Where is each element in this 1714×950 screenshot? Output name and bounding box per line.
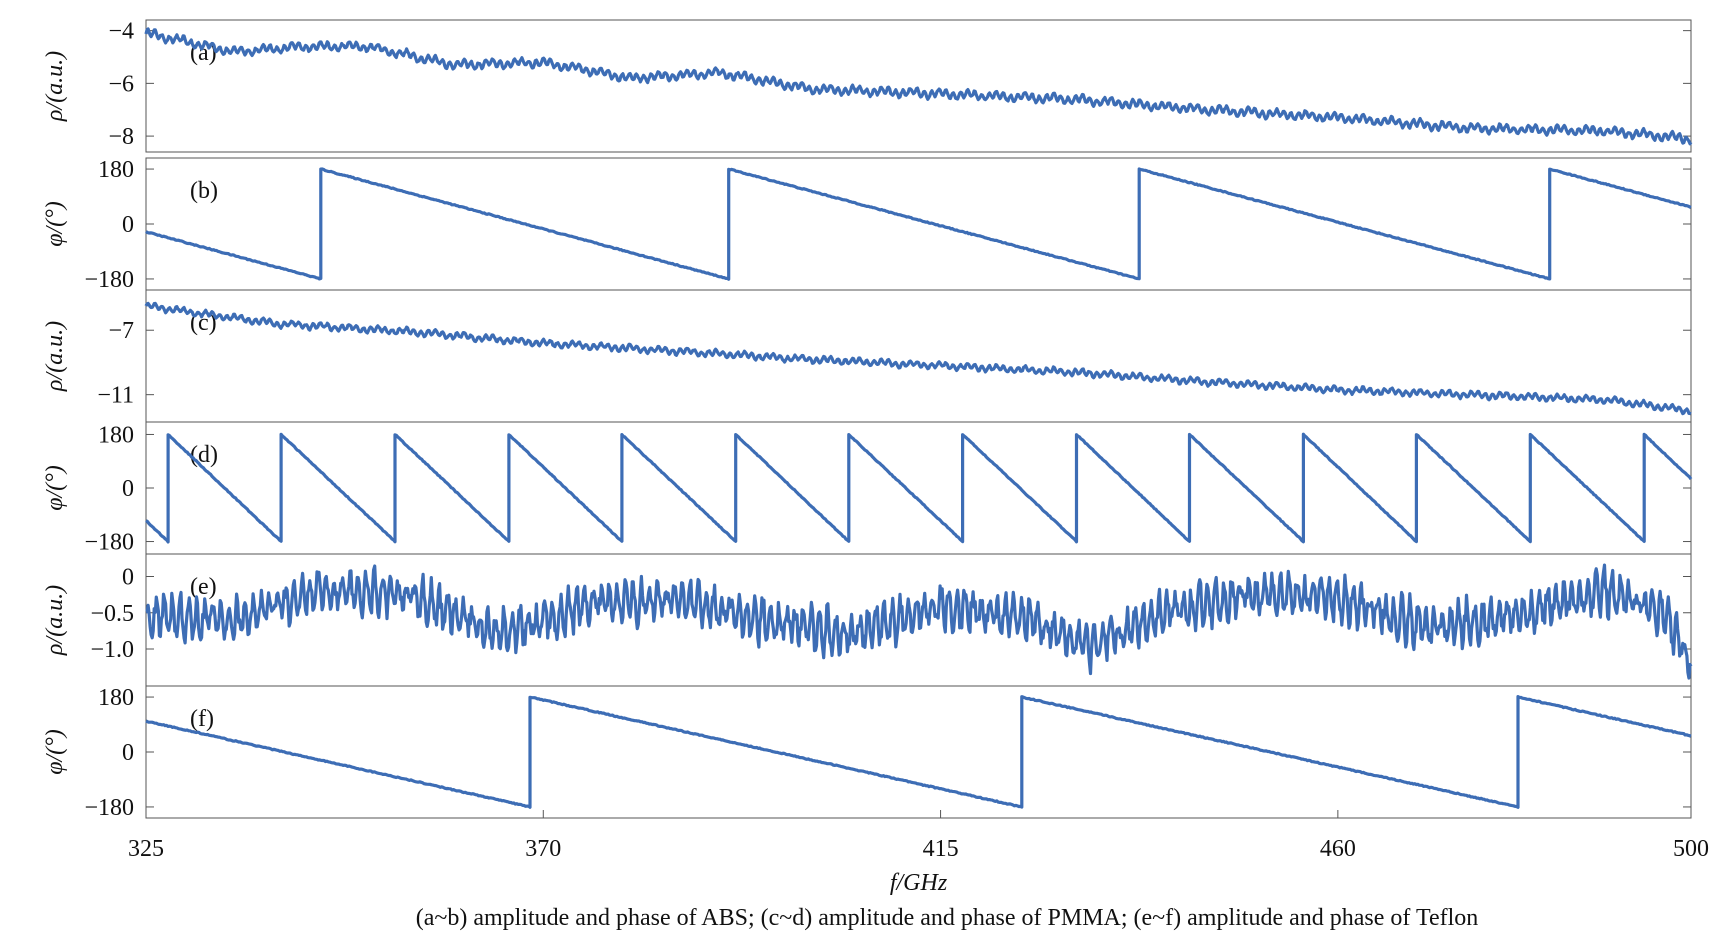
y-tick-label: −11	[97, 383, 134, 409]
panel-b: 180 0 −180 φ/(°) (b)	[42, 157, 1692, 293]
x-axis-label: f/GHz	[890, 870, 948, 896]
y-tick-label: −7	[108, 318, 134, 344]
y-tick-label: 0	[122, 212, 134, 238]
y-tick-label: −180	[84, 267, 134, 293]
panel-label: (e)	[190, 574, 217, 600]
y-tick-label: −4	[108, 19, 134, 45]
y-tick-label: 180	[98, 157, 134, 183]
y-tick-label: −180	[84, 795, 134, 821]
y-tick-label: 0	[122, 476, 134, 502]
series-line	[145, 695, 1692, 809]
panel-frame	[145, 19, 1692, 153]
x-axis: 325 370 415 460 500 f/GHz	[128, 810, 1709, 896]
series-line	[145, 167, 1692, 281]
y-tick-label: −180	[84, 530, 134, 556]
y-tick-label: 0	[122, 565, 134, 591]
y-tick-label: 0	[122, 740, 134, 766]
y-axis-label: ρ/(a.u.)	[42, 51, 68, 122]
series-line	[144, 301, 1692, 416]
x-tick-label: 325	[128, 836, 164, 862]
x-tick-label: 460	[1320, 836, 1356, 862]
y-tick-label: −1.0	[90, 637, 134, 663]
panel-label: (b)	[190, 178, 218, 204]
panel-label: (f)	[190, 706, 214, 732]
y-axis-label: φ/(°)	[42, 729, 68, 775]
y-tick-label: −0.5	[90, 601, 134, 627]
series-line	[145, 563, 1693, 680]
x-tick-label: 500	[1673, 836, 1709, 862]
figure-caption: (a~b) amplitude and phase of ABS; (c~d) …	[0, 905, 1714, 932]
panel-c: −7−11ρ/(a.u.) (c)	[42, 289, 1692, 423]
y-axis-label: ρ/(a.u.)	[42, 321, 68, 392]
panel-frame	[145, 157, 1692, 291]
caption-text: (a~b) amplitude and phase of ABS; (c~d) …	[415, 905, 1479, 931]
panel-frame	[145, 289, 1692, 423]
panel-frame	[145, 685, 1692, 819]
y-tick-label: 180	[98, 422, 134, 448]
y-tick-label: −6	[108, 71, 134, 97]
panel-frame	[145, 421, 1692, 555]
y-axis-label: ρ/(a.u.)	[42, 585, 68, 656]
panel-e: 0 −0.5 −1.0 ρ/(a.u.) (e)	[42, 553, 1693, 687]
y-tick-label: 180	[98, 685, 134, 711]
panel-d: 180 0 −180 φ/(°) (d)	[42, 421, 1693, 556]
x-tick-label: 370	[525, 836, 561, 862]
y-tick-label: −8	[108, 124, 134, 150]
x-tick-label: 415	[923, 836, 959, 862]
series-line	[145, 432, 1693, 544]
series-line	[144, 27, 1693, 146]
panel-f: 180 0 −180 φ/(°) (f)	[42, 685, 1692, 821]
y-axis-label: φ/(°)	[42, 201, 68, 247]
panel-label: (d)	[190, 442, 218, 468]
panel-a: −4−6−8ρ/(a.u.) (a)	[42, 19, 1693, 153]
y-axis-label: φ/(°)	[42, 465, 68, 511]
